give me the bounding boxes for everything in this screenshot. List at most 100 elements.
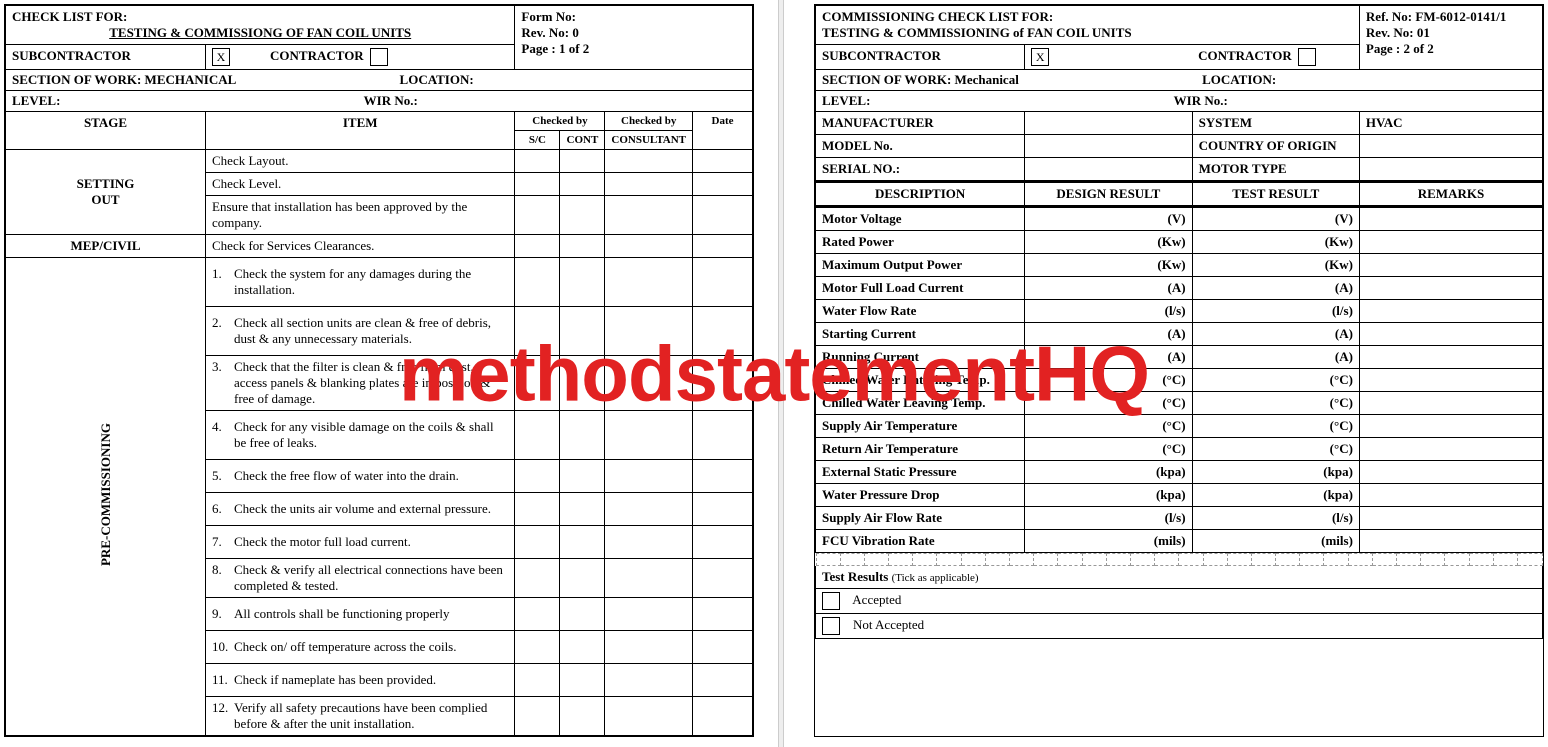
tick-cell	[1082, 554, 1106, 566]
design: (A)	[1025, 323, 1192, 346]
not-accepted-check	[822, 617, 840, 635]
tick-note: (Tick as applicable)	[892, 572, 979, 584]
p2-col-remarks: REMARKS	[1359, 182, 1542, 207]
col-checkedby: Checked by	[515, 112, 605, 131]
p1-con-check	[370, 48, 388, 66]
p2-col-design: DESIGN RESULT	[1025, 182, 1192, 207]
design: (°C)	[1025, 438, 1192, 461]
remarks	[1359, 438, 1542, 461]
item: 6.Check the units air volume and externa…	[206, 493, 515, 526]
design: (mils)	[1025, 530, 1192, 553]
tick-cell	[1106, 554, 1130, 566]
accepted-label: Accepted	[852, 592, 901, 607]
info-val: HVAC	[1359, 112, 1542, 135]
col-date: Date	[693, 112, 753, 150]
test: (l/s)	[1192, 300, 1359, 323]
design: (A)	[1025, 346, 1192, 369]
tick-cell	[1179, 554, 1203, 566]
tick-cell	[1517, 554, 1542, 566]
design: (V)	[1025, 207, 1192, 231]
info-label: COUNTRY OF ORIGIN	[1192, 135, 1359, 158]
remarks	[1359, 415, 1542, 438]
tick-cell	[1372, 554, 1396, 566]
tick-cell	[1276, 554, 1300, 566]
p2-section: SECTION OF WORK: Mechanical	[822, 72, 1019, 87]
test: (°C)	[1192, 438, 1359, 461]
design: (°C)	[1025, 415, 1192, 438]
p1-title2: TESTING & COMMISSIONG OF FAN COIL UNITS	[12, 25, 508, 41]
p1-formno: Form No:	[521, 9, 746, 25]
p2-title2: TESTING & COMMISSIONING of FAN COIL UNIT…	[822, 25, 1353, 41]
p1-revno: Rev. No: 0	[521, 25, 746, 41]
tick-cell	[1010, 554, 1034, 566]
col-item: ITEM	[206, 112, 515, 150]
stage-mep: MEP/CIVIL	[6, 235, 206, 258]
item: 1.Check the system for any damages durin…	[206, 258, 515, 307]
design: (°C)	[1025, 369, 1192, 392]
tick-cell	[1421, 554, 1445, 566]
desc: Motor Full Load Current	[816, 277, 1025, 300]
item: Check Layout.	[206, 150, 515, 173]
item: Ensure that installation has been approv…	[206, 196, 515, 235]
test: (kpa)	[1192, 461, 1359, 484]
p1-location: LOCATION:	[400, 72, 474, 87]
remarks	[1359, 369, 1542, 392]
p2-con-check	[1298, 48, 1316, 66]
remarks	[1359, 323, 1542, 346]
col-stage: STAGE	[6, 112, 206, 150]
p2-con-label: CONTRACTOR	[1198, 48, 1292, 63]
col-sc: S/C	[515, 131, 560, 150]
remarks	[1359, 346, 1542, 369]
page-1: CHECK LIST FOR: TESTING & COMMISSIONG OF…	[4, 4, 754, 737]
tick-cell	[1155, 554, 1179, 566]
info-label: MANUFACTURER	[816, 112, 1025, 135]
desc: Water Pressure Drop	[816, 484, 1025, 507]
design: (Kw)	[1025, 231, 1192, 254]
tick-cell	[1324, 554, 1348, 566]
item: 3.Check that the filter is clean & free …	[206, 356, 515, 411]
desc: Return Air Temperature	[816, 438, 1025, 461]
tick-cell	[1469, 554, 1493, 566]
tick-cell	[913, 554, 937, 566]
desc: Water Flow Rate	[816, 300, 1025, 323]
p2-wir: WIR No.:	[1174, 93, 1228, 108]
p2-refno: Ref. No: FM-6012-0141/1	[1366, 9, 1536, 25]
desc: Chilled Water Entering Temp.	[816, 369, 1025, 392]
test: (mils)	[1192, 530, 1359, 553]
remarks	[1359, 277, 1542, 300]
page-2: COMMISSIONING CHECK LIST FOR: TESTING & …	[814, 4, 1544, 737]
test-results-label: Test Results	[822, 569, 888, 584]
p1-title1: CHECK LIST FOR:	[12, 9, 508, 25]
tick-cell	[985, 554, 1009, 566]
tick-cell	[889, 554, 913, 566]
design: (l/s)	[1025, 507, 1192, 530]
tick-cell	[840, 554, 864, 566]
desc: Supply Air Flow Rate	[816, 507, 1025, 530]
p1-con-label: CONTRACTOR	[270, 48, 364, 63]
test: (°C)	[1192, 369, 1359, 392]
p2-subcon-check: X	[1031, 48, 1049, 66]
item: 11.Check if nameplate has been provided.	[206, 664, 515, 697]
item: 2.Check all section units are clean & fr…	[206, 307, 515, 356]
p2-pageinfo: Page : 2 of 2	[1366, 41, 1536, 57]
tick-cell	[937, 554, 961, 566]
info-val	[1359, 135, 1542, 158]
remarks	[1359, 231, 1542, 254]
desc: Supply Air Temperature	[816, 415, 1025, 438]
test: (V)	[1192, 207, 1359, 231]
tick-cell	[1493, 554, 1517, 566]
page-divider	[778, 0, 784, 747]
design: (kpa)	[1025, 461, 1192, 484]
tick-cell	[1058, 554, 1082, 566]
p2-col-test: TEST RESULT	[1192, 182, 1359, 207]
test: (°C)	[1192, 415, 1359, 438]
item: 9.All controls shall be functioning prop…	[206, 598, 515, 631]
item: 10.Check on/ off temperature across the …	[206, 631, 515, 664]
item: Check Level.	[206, 173, 515, 196]
tick-cell	[864, 554, 888, 566]
tick-cell	[1300, 554, 1324, 566]
item: 4.Check for any visible damage on the co…	[206, 411, 515, 460]
info-label: SERIAL NO.:	[816, 158, 1025, 182]
tick-cell	[816, 554, 840, 566]
p1-subcon-label: SUBCONTRACTOR	[12, 48, 131, 63]
